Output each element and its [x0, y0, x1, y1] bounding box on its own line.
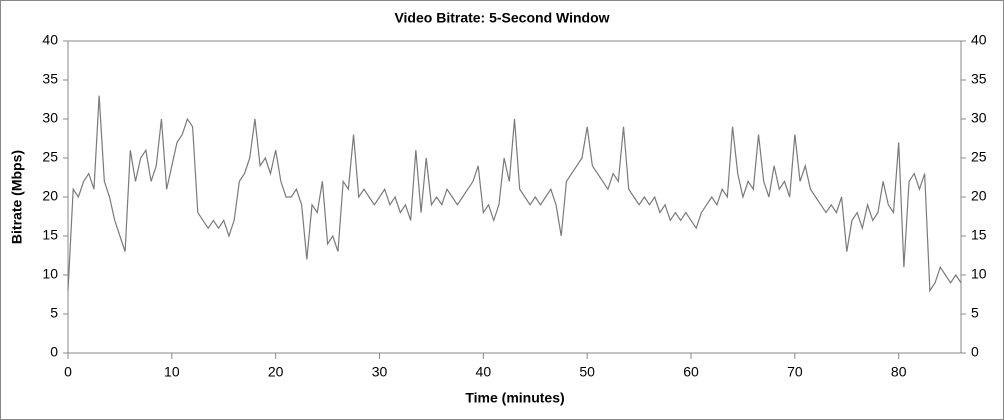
y2-tick-label: 0 [971, 344, 979, 360]
x-tick-label: 40 [476, 364, 492, 380]
y2-tick-label: 40 [971, 32, 987, 48]
y2-tick-label: 15 [971, 227, 987, 243]
y-axis-label: Bitrate (Mbps) [9, 150, 25, 244]
y-tick-label: 35 [42, 71, 58, 87]
y-tick-label: 5 [50, 305, 58, 321]
y2-tick-label: 20 [971, 188, 987, 204]
y2-tick-label: 25 [971, 149, 987, 165]
x-tick-label: 80 [891, 364, 907, 380]
y-tick-label: 15 [42, 227, 58, 243]
x-tick-label: 0 [64, 364, 72, 380]
y-tick-label: 10 [42, 266, 58, 282]
y-tick-label: 40 [42, 32, 58, 48]
y2-tick-label: 5 [971, 305, 979, 321]
chart-title: Video Bitrate: 5-Second Window [394, 10, 609, 26]
y2-tick-label: 10 [971, 266, 987, 282]
x-tick-label: 30 [372, 364, 388, 380]
y-tick-label: 25 [42, 149, 58, 165]
y-tick-label: 0 [50, 344, 58, 360]
x-tick-label: 70 [787, 364, 803, 380]
x-axis-label: Time (minutes) [465, 390, 564, 406]
x-tick-label: 20 [268, 364, 284, 380]
x-tick-label: 50 [579, 364, 595, 380]
y-tick-label: 30 [42, 110, 58, 126]
y-tick-label: 20 [42, 188, 58, 204]
line-series [67, 95, 962, 293]
x-tick-label: 60 [683, 364, 699, 380]
y2-tick-label: 35 [971, 71, 987, 87]
x-tick-label: 10 [164, 364, 180, 380]
y2-tick-label: 30 [971, 110, 987, 126]
